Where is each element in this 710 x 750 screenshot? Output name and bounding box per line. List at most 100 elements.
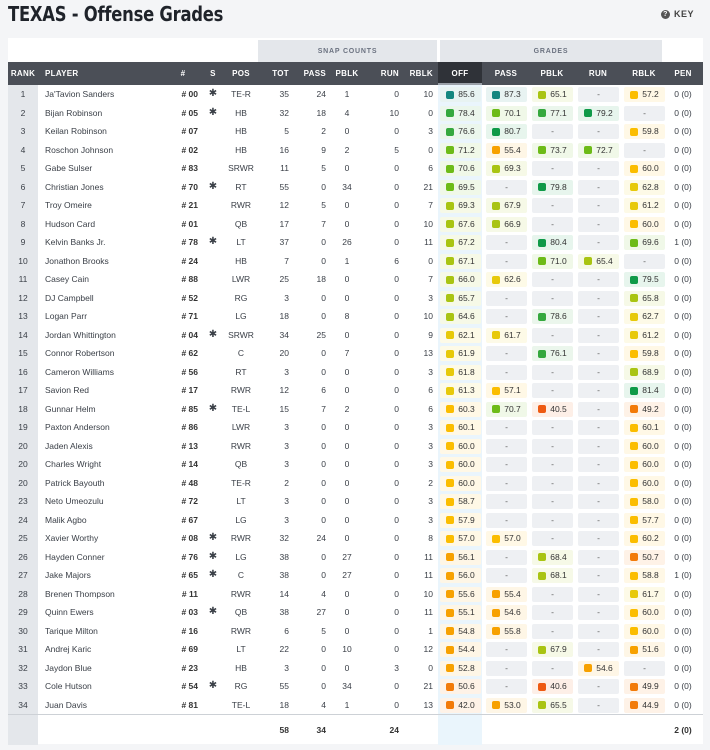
table-row[interactable]: 20 Patrick Bayouth # 48 TE-R 2 0 0 0 2 60.0- - -60.… [8,474,703,493]
table-row[interactable]: 2 Bijan Robinson # 05 ✱ HB 32 18 4 10 0 78.4 70.1 77… [8,104,703,123]
table-row[interactable]: 27 Jake Majors # 65 ✱ C 38 0 27 0 11 56.0 - 68.1 - 58.… [8,566,703,585]
player-name-link[interactable]: Quinn Ewers [45,607,94,617]
table-row[interactable]: 18 Gunnar Helm # 85 ✱ TE-L 15 7 2 0 6 60.3 70.7 40.5… [8,400,703,419]
column-header-rblk-grade[interactable]: RBLK [632,69,656,78]
column-header-pass-grade[interactable]: PASS [494,69,518,78]
player-name-link[interactable]: Logan Parr [45,311,88,321]
player-name-link[interactable]: Jonathon Brooks [45,255,109,266]
column-header-tot[interactable]: TOT [272,69,289,78]
column-header-run-grade[interactable]: RUN [588,69,608,78]
player-name-link[interactable]: Paxton Anderson [45,422,110,432]
player-name-link[interactable]: Xavier Worthy [45,533,99,543]
table-row[interactable]: 4 Roschon Johnson # 02 HB 16 9 2 5 0 71.2 55.4 73.7… [8,141,703,160]
grade-run-empty: - [578,697,619,713]
column-header-pass[interactable]: PASS [303,69,326,78]
table-row[interactable]: 29 Quinn Ewers # 03 ✱ QB 38 27 0 0 11 55.1 54.6 - - 60… [8,603,703,622]
table-row[interactable]: 30 Tarique Milton # 16 RWR 6 5 0 0 1 54.8 55.8- -60… [8,622,703,641]
column-header-pblk[interactable]: PBLK [335,69,359,78]
grade-color-icon [492,608,501,617]
snap-tot: 3 [284,440,289,451]
player-name-link[interactable]: Tarique Milton [45,625,98,636]
grade-color-icon [630,571,639,580]
snap-run: 0 [394,422,399,432]
table-row[interactable]: 28 Brenen Thompson # 11 RWR 14 4 0 0 10 55.6 55.4-… [8,585,703,604]
grade-value: 65.5 [550,699,567,710]
grade-color-icon [446,294,455,302]
column-header-pblk-grade[interactable]: PBLK [540,69,564,78]
column-header-pos[interactable]: POS [232,69,250,78]
table-row[interactable]: 17 Savion Red # 17 RWR 12 6 0 0 6 61.3 57.1 - - 81.4 0… [8,381,703,400]
player-name-link[interactable]: Cameron Williams [45,366,114,377]
column-header-run[interactable]: RUN [380,69,399,78]
player-name-link[interactable]: Malik Agbo [45,514,87,525]
table-row[interactable]: 1 Ja'Tavion Sanders # 00 ✱ TE-R 35 24 1 0 10 85.6 8… [8,85,703,104]
table-row[interactable]: 3 Keilan Robinson # 07 HB 5 2 0 0 3 76.6 80.7 - - 59.… [8,122,703,141]
column-header-rank[interactable]: RANK [10,69,36,78]
snap-rblk: 13 [423,699,433,710]
player-name-link[interactable]: Keilan Robinson [45,126,107,136]
player-name-link[interactable]: Gabe Sulser [45,163,93,173]
player-name-link[interactable]: Patrick Bayouth [45,477,105,488]
snap-rblk: 0 [428,144,433,155]
table-row[interactable]: 13 Logan Parr # 71 LG 18 0 8 0 10 64.6 - 78.6 - 62.7 0… [8,307,703,326]
column-header-off-grade[interactable]: OFF [438,62,482,85]
player-name-link[interactable]: Hayden Conner [45,551,105,562]
player-name-link[interactable]: Ja'Tavion Sanders [45,89,115,99]
table-row[interactable]: 5 Gabe Sulser # 83 SRWR 11 5 0 0 6 70.6 69.3 - - 60.0… [8,159,703,178]
player-name-link[interactable]: Hudson Card [45,218,96,229]
table-row[interactable]: 7 Troy Omeire # 21 RWR 12 5 0 0 7 69.3 67.9 - - 61.2 0… [8,196,703,215]
player-name-link[interactable]: Neto Umeozulu [45,496,104,506]
table-row[interactable]: 20 Jaden Alexis # 13 RWR 3 0 0 0 3 60.0- - -60.0 0 (… [8,437,703,456]
table-row[interactable]: 24 Malik Agbo # 67 LG 3 0 0 0 3 57.9- - -57.7 0 (0) [8,511,703,530]
player-name-link[interactable]: Christian Jones [45,181,104,192]
player-name-link[interactable]: Kelvin Banks Jr. [45,237,106,247]
player-name-link[interactable]: Jordan Whittington [45,329,116,340]
player-name-link[interactable]: Charles Wright [45,459,102,469]
key-button[interactable]: ? KEY [660,9,694,19]
table-row[interactable]: 23 Neto Umeozulu # 72 LT 3 0 0 0 3 58.7- - -58.0 0 (… [8,492,703,511]
player-name-link[interactable]: Savion Red [45,385,89,395]
column-header-number[interactable]: # [180,69,186,78]
table-row[interactable]: 11 Casey Cain # 88 LWR 25 18 0 0 7 66.0 62.6 - - 79.5… [8,270,703,289]
player-name-link[interactable]: Troy Omeire [45,200,92,210]
grade-off: 58.7 [440,494,481,509]
table-row[interactable]: 26 Hayden Conner # 76 ✱ LG 38 0 27 0 11 56.1-68.4-… [8,548,703,567]
table-row[interactable]: 32 Jaydon Blue # 23 HB 3 0 0 3 0 52.8- -54.6-0 (0) [8,659,703,678]
player-name-link[interactable]: DJ Campbell [45,292,94,303]
player-name-link[interactable]: Bijan Robinson [45,107,103,118]
penalties-cell: 0 (0) [674,588,692,599]
column-header-player[interactable]: PLAYER [45,69,79,78]
player-name-link[interactable]: Gunnar Helm [45,403,96,414]
player-name-link[interactable]: Andrej Karic [45,644,92,654]
table-row[interactable]: 20 Charles Wright # 14 QB 3 0 0 0 3 60.0- - -60.0 0 … [8,455,703,474]
player-name-link[interactable]: Jake Majors [45,570,91,580]
table-row[interactable]: 12 DJ Campbell # 52 RG 3 0 0 0 3 65.7- - -65.8 0 (0) [8,289,703,308]
jersey-number: # 24 [181,255,198,266]
player-name-link[interactable]: Jaydon Blue [45,662,92,673]
player-name-link[interactable]: Casey Cain [45,274,89,284]
table-row[interactable]: 15 Connor Robertson # 62 C 20 0 7 0 13 61.9 - 76.1 -… [8,344,703,363]
table-row[interactable]: 19 Paxton Anderson # 86 LWR 3 0 0 0 3 60.1- - -60.1… [8,418,703,437]
table-row[interactable]: 6 Christian Jones # 70 ✱ RT 55 0 34 0 21 69.5-79.8… [8,178,703,197]
column-header-s[interactable]: S [210,69,216,78]
table-row[interactable]: 8 Hudson Card # 01 QB 17 7 0 0 10 67.6 66.9- -60.0 0… [8,215,703,234]
player-name-link[interactable]: Roschon Johnson [45,144,114,155]
column-header-pen-grade[interactable]: PEN [674,69,692,78]
snap-rblk: 10 [423,588,433,599]
table-row[interactable]: 9 Kelvin Banks Jr. # 78 ✱ LT 37 0 26 0 11 67.2 - 80.… [8,233,703,252]
player-name-link[interactable]: Connor Robertson [45,348,115,358]
table-row[interactable]: 10 Jonathon Brooks # 24 HB 7 0 1 6 0 67.1-71.0 65.… [8,252,703,271]
table-row[interactable]: 31 Andrej Karic # 69 LT 22 0 10 0 12 54.4 - 67.9 - 51… [8,640,703,659]
table-row[interactable]: 16 Cameron Williams # 56 RT 3 0 0 0 3 61.8- - -68.9… [8,363,703,382]
table-row[interactable]: 33 Cole Hutson # 54 ✱ RG 55 0 34 0 21 50.6 - 40.6 - 49… [8,677,703,696]
player-name-link[interactable]: Juan Davis [45,699,88,710]
penalties-cell: 0 (0) [674,385,692,395]
player-name-link[interactable]: Brenen Thompson [45,588,115,599]
table-row[interactable]: 14 Jordan Whittington # 04 ✱ SRWR 34 25 0 0 9 62.1… [8,326,703,345]
player-name-link[interactable]: Cole Hutson [45,681,92,691]
column-header-rblk[interactable]: RBLK [409,69,433,78]
table-row[interactable]: 25 Xavier Worthy # 08 ✱ RWR 32 24 0 0 8 57.0 57.0 - -… [8,529,703,548]
grade-color-icon [584,146,593,154]
table-row[interactable]: 34 Juan Davis # 81 TE-L 18 4 1 0 13 42.0 53.0 65.5-… [8,696,703,715]
player-name-link[interactable]: Jaden Alexis [45,440,93,451]
